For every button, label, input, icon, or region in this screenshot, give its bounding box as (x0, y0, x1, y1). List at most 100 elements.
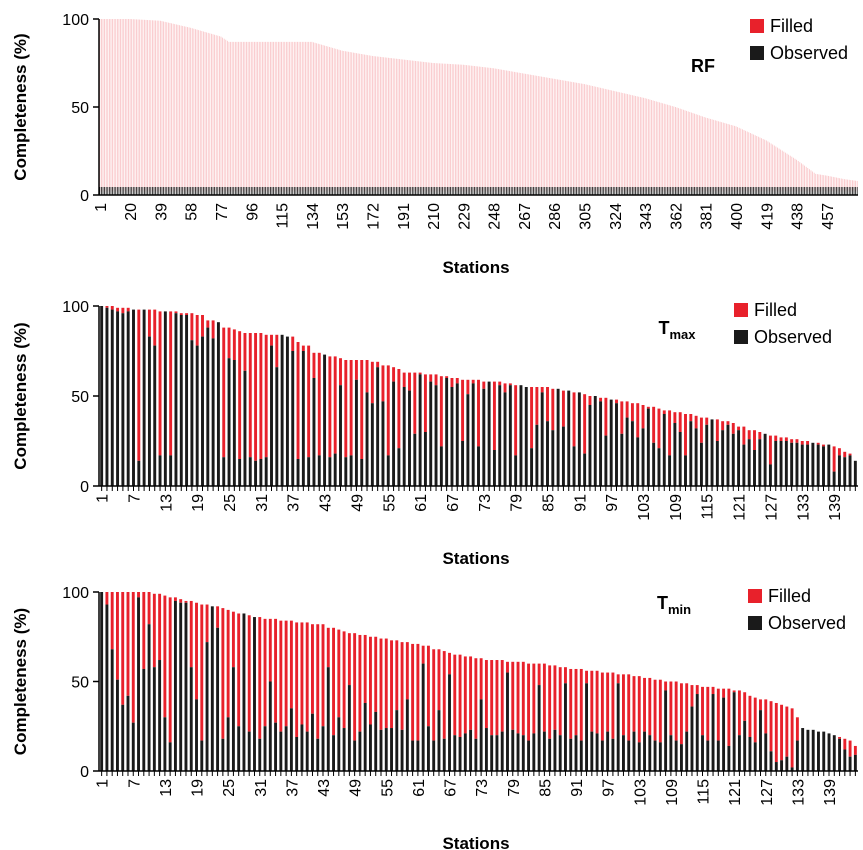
bar-filled (182, 25, 184, 192)
bar-observed (222, 457, 226, 486)
bar-filled (291, 336, 295, 351)
bar-filled (721, 421, 725, 431)
bar-observed (548, 738, 552, 771)
bar-filled (327, 46, 329, 192)
bar-observed (662, 414, 666, 486)
y-tick-label: 0 (80, 188, 89, 205)
bar-observed (400, 729, 404, 771)
bar-filled (790, 708, 794, 768)
bar-observed (724, 187, 726, 195)
bar-observed (500, 731, 504, 771)
bar-filled (158, 20, 160, 192)
bar-observed (542, 187, 544, 195)
bar-observed (802, 187, 804, 195)
x-tick-label: 191 (396, 203, 413, 230)
bar-observed (321, 726, 325, 771)
bar-observed (156, 187, 158, 195)
bar-filled (201, 31, 203, 192)
bar-observed (332, 187, 333, 195)
bar-filled (204, 31, 206, 192)
bar-filled (324, 45, 326, 192)
bar-filled (107, 19, 109, 192)
bar-filled (475, 66, 477, 192)
bar-filled (369, 636, 372, 725)
bar-observed (853, 754, 857, 771)
bar-observed (182, 187, 184, 195)
bar-observed (727, 745, 731, 771)
panel-title: RF (691, 56, 715, 76)
bar-filled (758, 432, 762, 440)
bar-filled (745, 130, 746, 192)
bar-observed (115, 187, 117, 195)
bar-filled (142, 19, 144, 192)
bar-filled (375, 56, 377, 192)
bar-filled (413, 60, 415, 192)
bar-filled (454, 64, 456, 192)
bar-filled (123, 19, 125, 192)
bar-filled (163, 21, 164, 192)
bar-observed (183, 187, 185, 195)
bar-observed (375, 187, 377, 195)
bar-filled (513, 71, 515, 192)
bar-observed (365, 392, 369, 486)
bar-observed (515, 187, 517, 195)
bar-observed (347, 685, 351, 771)
x-tick-label: 324 (608, 203, 625, 230)
bar-filled (515, 72, 517, 192)
bar-observed (179, 315, 183, 486)
legend-swatch-filled (748, 589, 762, 603)
bar-filled (296, 342, 300, 459)
bar-observed (579, 740, 583, 771)
x-tick-label: 19 (190, 779, 207, 797)
bar-observed (590, 731, 594, 771)
bar-filled (676, 107, 678, 192)
bar-observed (674, 740, 678, 771)
chart-panel-tmin: 1 7 13 19 25 31 37 43 49 55 61 67 73 79 85 91 97 103 109 11… (11, 585, 858, 850)
bar-filled (276, 41, 278, 192)
x-tick-label: 362 (668, 203, 685, 230)
bar-observed (616, 187, 617, 195)
bar-observed (158, 660, 162, 771)
bar-observed (462, 187, 464, 195)
bar-observed (547, 187, 549, 195)
bar-filled (668, 105, 670, 192)
bar-observed (461, 187, 463, 195)
bar-filled (630, 94, 632, 192)
bar-observed (416, 187, 418, 195)
x-tick-label: 31 (253, 779, 270, 797)
bar-filled (102, 19, 104, 192)
bar-filled (110, 592, 114, 650)
legend-label-observed: Observed (770, 43, 848, 63)
bar-filled (442, 651, 446, 739)
bar-filled (358, 634, 362, 732)
bar-observed (126, 187, 128, 195)
bar-observed (732, 187, 734, 195)
bar-observed (153, 187, 155, 195)
bar-observed (848, 455, 852, 486)
bar-filled (411, 643, 415, 741)
bar-filled (663, 103, 665, 192)
bar-filled (620, 401, 624, 434)
bar-observed (426, 187, 428, 195)
bar-filled (187, 27, 188, 192)
bar-filled (408, 372, 411, 391)
bar-observed (778, 187, 780, 195)
bar-observed (557, 187, 558, 195)
bar-observed (558, 735, 562, 771)
bar-observed (289, 708, 293, 771)
bar-filled (579, 83, 581, 192)
bar-filled (158, 311, 162, 456)
bar-filled (795, 717, 799, 741)
bar-observed (161, 187, 163, 195)
bar-observed (619, 187, 621, 195)
bar-observed (233, 187, 235, 195)
bar-observed (435, 187, 437, 195)
bar-filled (813, 172, 815, 192)
bar-observed (716, 740, 720, 771)
bar-observed (620, 187, 622, 195)
bar-filled (742, 129, 743, 192)
bar-observed (692, 187, 694, 195)
bar-observed (827, 733, 831, 771)
bar-filled (675, 107, 676, 192)
